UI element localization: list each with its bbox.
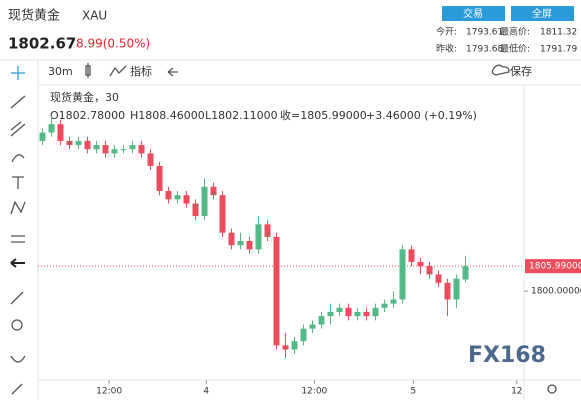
candle-body <box>174 195 181 200</box>
candle-body <box>93 145 100 150</box>
candle-body <box>444 282 451 300</box>
legend-change: +3.46000 (+0.19%) <box>366 109 477 122</box>
settings-icon[interactable] <box>547 384 557 394</box>
candle-body <box>390 299 397 304</box>
candle-body <box>84 140 91 150</box>
indicators[interactable]: 指标 <box>130 64 152 78</box>
candle-body <box>363 311 370 317</box>
candle-body <box>273 236 280 346</box>
indicator-icon[interactable] <box>109 65 127 77</box>
candle-body <box>192 203 199 217</box>
candle-body <box>408 249 415 262</box>
candle-body <box>57 124 64 141</box>
cloud-icon[interactable] <box>491 64 510 76</box>
candle-body <box>228 232 235 246</box>
price-change: 8.99(0.50%) <box>76 37 150 51</box>
interval[interactable]: 30m <box>48 65 73 78</box>
legend-open: O1802.78000 <box>50 109 125 122</box>
fullscreen-button[interactable] <box>511 6 574 21</box>
candle-body <box>264 224 271 237</box>
candle-body <box>453 278 460 300</box>
candle-body <box>147 153 154 166</box>
stat-label: 最低价: <box>500 43 530 55</box>
candle-body <box>75 140 82 146</box>
instrument-symbol: XAU <box>82 9 107 23</box>
candle-body <box>255 224 262 250</box>
candle-body <box>210 186 217 196</box>
candle-body <box>309 324 316 329</box>
fullscreen-label[interactable]: 全屏 <box>532 7 552 20</box>
candle-body <box>399 249 406 300</box>
legend-high: H1808.46000 <box>130 109 205 122</box>
stat-value: 1793.61 <box>466 28 503 38</box>
candle-body <box>426 266 433 275</box>
instrument-name: 现货黄金 <box>8 8 60 24</box>
candle-body <box>201 186 208 217</box>
left-tools <box>10 66 26 395</box>
x-tick-label: 4 <box>203 387 209 397</box>
x-tick-label: 5 <box>410 387 416 397</box>
candle-body <box>66 140 73 146</box>
candle-body <box>381 303 388 308</box>
candle-body <box>417 261 424 267</box>
candle-body <box>102 145 109 154</box>
candle-body <box>183 195 190 204</box>
legend-low: L1802.11000 <box>205 109 278 122</box>
candle-body <box>111 149 118 154</box>
candle-body <box>138 145 145 154</box>
trade-button[interactable] <box>442 6 505 21</box>
price: 1802.67 <box>8 35 76 53</box>
candle-body <box>165 190 172 200</box>
candle-body <box>291 341 298 350</box>
y-tick-label: 1800.00000 <box>531 287 581 297</box>
candle-body <box>372 307 379 317</box>
candle-body <box>282 345 289 350</box>
x-tick-label: 12:00 <box>301 387 327 397</box>
candle-body <box>219 195 226 233</box>
last-price-label: 1805.99000 <box>529 262 581 272</box>
candle-body <box>462 266 469 280</box>
candle-body <box>246 241 253 250</box>
candle-body <box>237 241 244 246</box>
stat-value: 1811.32 <box>540 28 577 38</box>
legend-title: 现货黄金，30 <box>50 90 119 104</box>
trade-label[interactable]: 交易 <box>463 7 483 20</box>
candle-body <box>39 132 46 141</box>
stat-label: 今开: <box>436 26 457 38</box>
x-tick-label: 12 <box>511 387 522 397</box>
stat-value: 1793.68 <box>466 45 503 55</box>
candle-body <box>120 149 127 151</box>
candle-body <box>327 311 334 317</box>
candle-body <box>129 145 136 150</box>
save[interactable]: 保存 <box>510 64 532 78</box>
undo-icon[interactable] <box>167 67 178 77</box>
candle-body <box>336 307 343 312</box>
candle-body <box>156 165 163 191</box>
stat-label: 最高价: <box>500 26 530 38</box>
stat-label: 昨收: <box>436 43 457 55</box>
chart-type-icon[interactable] <box>85 63 91 78</box>
candle-body <box>318 316 325 325</box>
candle-body <box>300 328 307 342</box>
legend-close: 收=1805.99000 <box>280 108 367 122</box>
watermark: FX168 <box>468 343 546 368</box>
x-tick-label: 12:00 <box>96 387 122 397</box>
candle-body <box>354 311 361 317</box>
candle-body <box>48 124 55 133</box>
last-price-tag <box>525 259 581 274</box>
candle-body <box>345 307 352 317</box>
stat-value: 1791.79 <box>540 45 577 55</box>
candle-body <box>435 274 442 283</box>
